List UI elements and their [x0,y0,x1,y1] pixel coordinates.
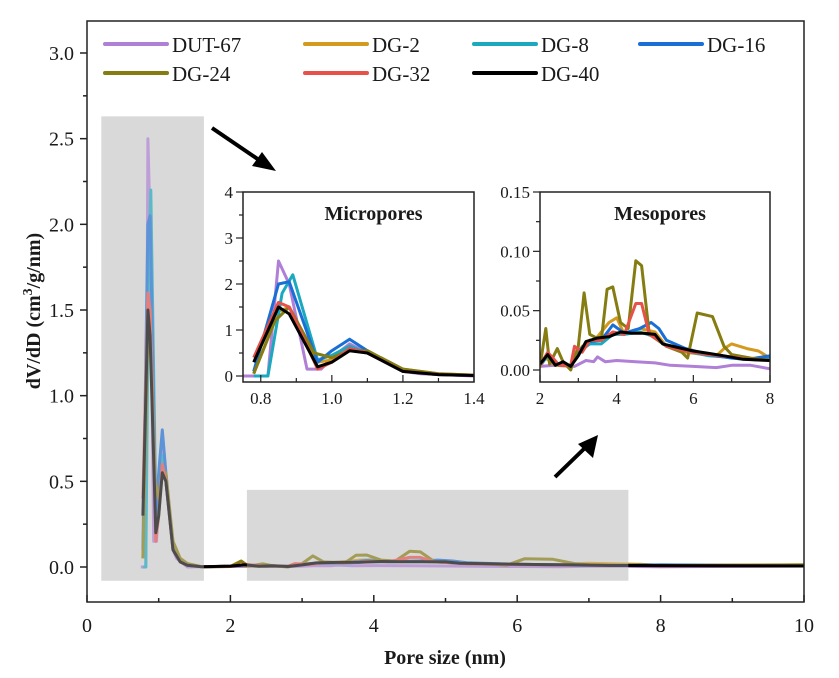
inset-y-tick-label: 0 [225,367,234,386]
legend: DUT-67 DG-2 DG-8 DG-16 DG-24 DG-32 DG-40 [103,33,765,86]
legend-label: DG-2 [372,33,420,57]
legend-item-dg-24: DG-24 [103,62,231,86]
inset-x-tick-label: 8 [766,389,775,408]
inset-y-tick-label: 0.15 [500,183,530,202]
legend-label: DG-8 [541,33,589,57]
y-tick-label: 2.0 [49,214,74,236]
inset-x-tick-label: 0.8 [250,389,271,408]
legend-label: DG-32 [372,62,430,86]
legend-label: DG-24 [172,62,231,86]
legend-label: DG-16 [707,33,765,57]
main-plot-lines [101,116,805,581]
x-axis-title: Pore size (nm) [384,647,506,669]
zoom-arrow-micropores [210,126,276,171]
micropore-region-overlay [101,116,204,581]
legend-item-dg-32: DG-32 [303,62,430,86]
legend-item-dut-67: DUT-67 [103,33,241,57]
y-axis-title-tail: /g/nm) [23,233,45,290]
y-axis-title: dV/dD (cm3/g/nm) [21,233,45,389]
legend-label: DG-40 [541,62,599,86]
highlight-regions [101,116,629,581]
micropores-inset: 0.8 1.0 1.2 1.4 0 1 2 3 4 Micropores [225,183,486,408]
inset-y-tick-label: 1 [225,321,234,340]
x-tick-label: 4 [369,615,379,637]
inset-title: Micropores [324,203,422,225]
inset-y-tick-label: 0.00 [500,361,530,380]
main-series-line-dg-40 [141,308,805,569]
inset-x-tick-label: 1.4 [463,389,485,408]
inset-y-tick-label: 4 [225,183,234,202]
inset-x-tick-label: 1.0 [321,389,342,408]
y-axis-title-superscript: 3 [21,288,36,295]
legend-label: DUT-67 [172,33,241,57]
inset-y-tick-label: 3 [225,229,234,248]
legend-item-dg-8: DG-8 [472,33,589,57]
main-y-axis: 0.0 0.5 1.0 1.5 2.0 2.5 3.0 [49,43,87,579]
inset-lines [243,259,474,378]
legend-item-dg-16: DG-16 [638,33,765,57]
inset-x-tick-label: 2 [536,389,545,408]
inset-y-tick-label: 0.05 [500,302,530,321]
inset-x-tick-label: 4 [612,389,621,408]
y-tick-label: 1.5 [49,300,74,322]
y-tick-label: 2.5 [49,129,74,151]
y-tick-label: 0.5 [49,471,74,493]
legend-item-dg-40: DG-40 [472,62,599,86]
inset-title: Mesopores [614,203,706,225]
y-axis-title-main: dV/dD (cm [23,295,45,389]
mesopores-inset: 2 4 6 8 0.00 0.05 0.10 0.15 Mesopores [500,183,774,408]
mesopore-region-overlay [246,489,629,581]
main-x-axis: 0 2 4 6 8 10 [82,595,814,637]
inset-x-tick-label: 1.2 [392,389,413,408]
inset-y-tick-label: 0.10 [500,242,530,261]
x-tick-label: 8 [656,615,666,637]
inset-series-line-dg-40 [252,305,474,377]
inset-series-line-dg-40 [540,330,770,368]
zoom-arrow-mesopores [553,435,598,479]
legend-item-dg-2: DG-2 [303,33,420,57]
x-tick-label: 10 [794,615,814,637]
y-tick-label: 1.0 [49,386,74,408]
x-tick-label: 2 [225,615,235,637]
inset-series-line-dut-67 [540,355,770,371]
inset-y-tick-label: 2 [225,275,234,294]
inset-lines [540,259,770,372]
x-tick-label: 6 [512,615,522,637]
inset-x-tick-label: 6 [689,389,698,408]
inset-frame [242,191,475,383]
y-tick-label: 3.0 [49,43,74,65]
x-tick-label: 0 [82,615,92,637]
y-tick-label: 0.0 [49,557,74,579]
